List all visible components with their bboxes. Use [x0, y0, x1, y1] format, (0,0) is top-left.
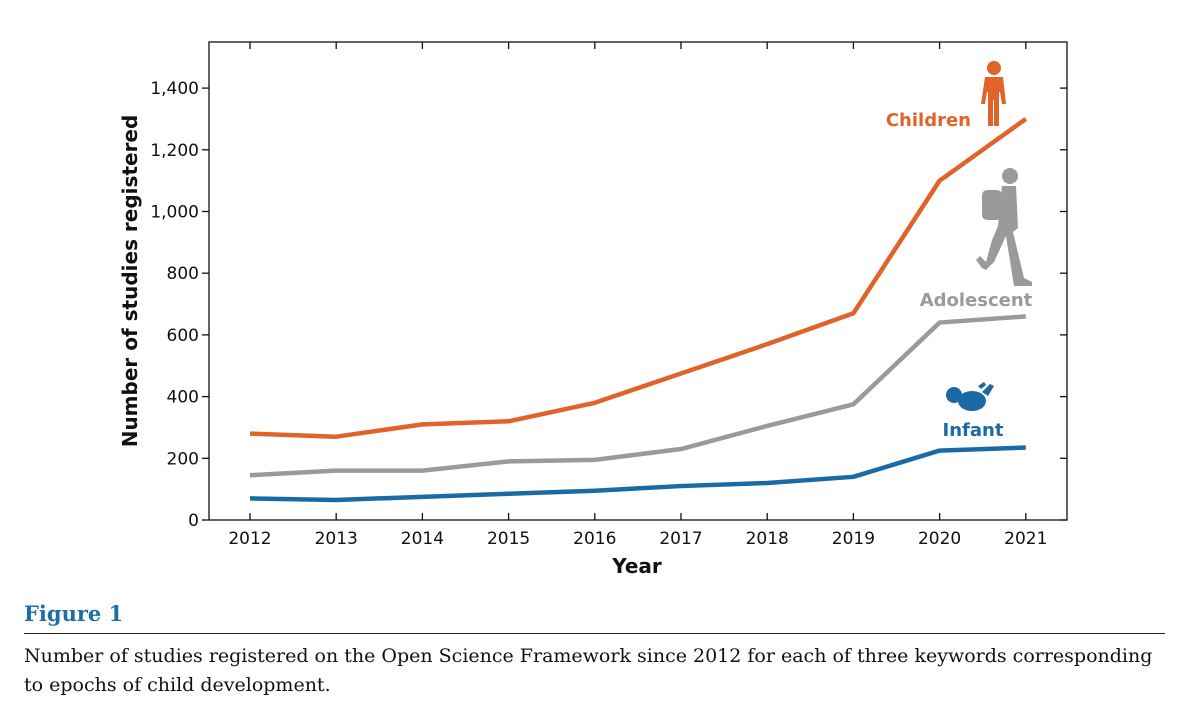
plot-frame: [208, 41, 1068, 521]
y-tick-label: 1,400: [150, 79, 199, 99]
y-tick-label: 400: [167, 388, 199, 408]
y-tick-label: 200: [167, 449, 199, 469]
x-tick-label: 2017: [659, 529, 702, 549]
x-tick-label: 2014: [401, 529, 444, 549]
adolescent-series-label: Adolescent: [920, 290, 1033, 311]
x-tick-label: 2020: [918, 529, 961, 549]
caption-divider: [24, 633, 1165, 634]
y-tick-label: 600: [167, 326, 199, 346]
children-series-line: [249, 117, 1028, 439]
x-axis: 2012 2013 2014 2015 2016 2017 2018 2019 2020 2021: [228, 42, 1047, 549]
x-tick-label: 2019: [832, 529, 875, 549]
y-tick-label: 1,000: [150, 203, 199, 223]
y-axis: 0 200 400 600 800 1,000 1,200 1,400: [150, 79, 1067, 531]
x-tick-label: 2012: [228, 529, 271, 549]
y-axis-title: Number of studies registered: [118, 115, 142, 448]
y-tick-label: 800: [167, 264, 199, 284]
child-icon: [981, 61, 1006, 126]
x-tick-label: 2021: [1004, 529, 1047, 549]
infant-series-label: Infant: [943, 420, 1004, 441]
figure-title: Figure 1: [24, 601, 124, 626]
y-tick-label: 1,200: [150, 141, 199, 161]
children-series-label: Children: [886, 110, 971, 131]
series-lines: Children Adolescent Infant: [249, 110, 1033, 503]
x-axis-title: Year: [611, 554, 662, 578]
y-tick-label: 0: [188, 511, 199, 531]
x-tick-label: 2016: [573, 529, 616, 549]
walking-teen-icon: [976, 168, 1032, 286]
adolescent-series-line: [249, 314, 1026, 478]
x-tick-label: 2015: [487, 529, 530, 549]
x-tick-label: 2018: [746, 529, 789, 549]
x-tick-label: 2013: [315, 529, 358, 549]
figure-caption: Number of studies registered on the Open…: [24, 645, 1153, 696]
infant-series-line: [249, 445, 1026, 503]
baby-icon: [946, 382, 994, 411]
